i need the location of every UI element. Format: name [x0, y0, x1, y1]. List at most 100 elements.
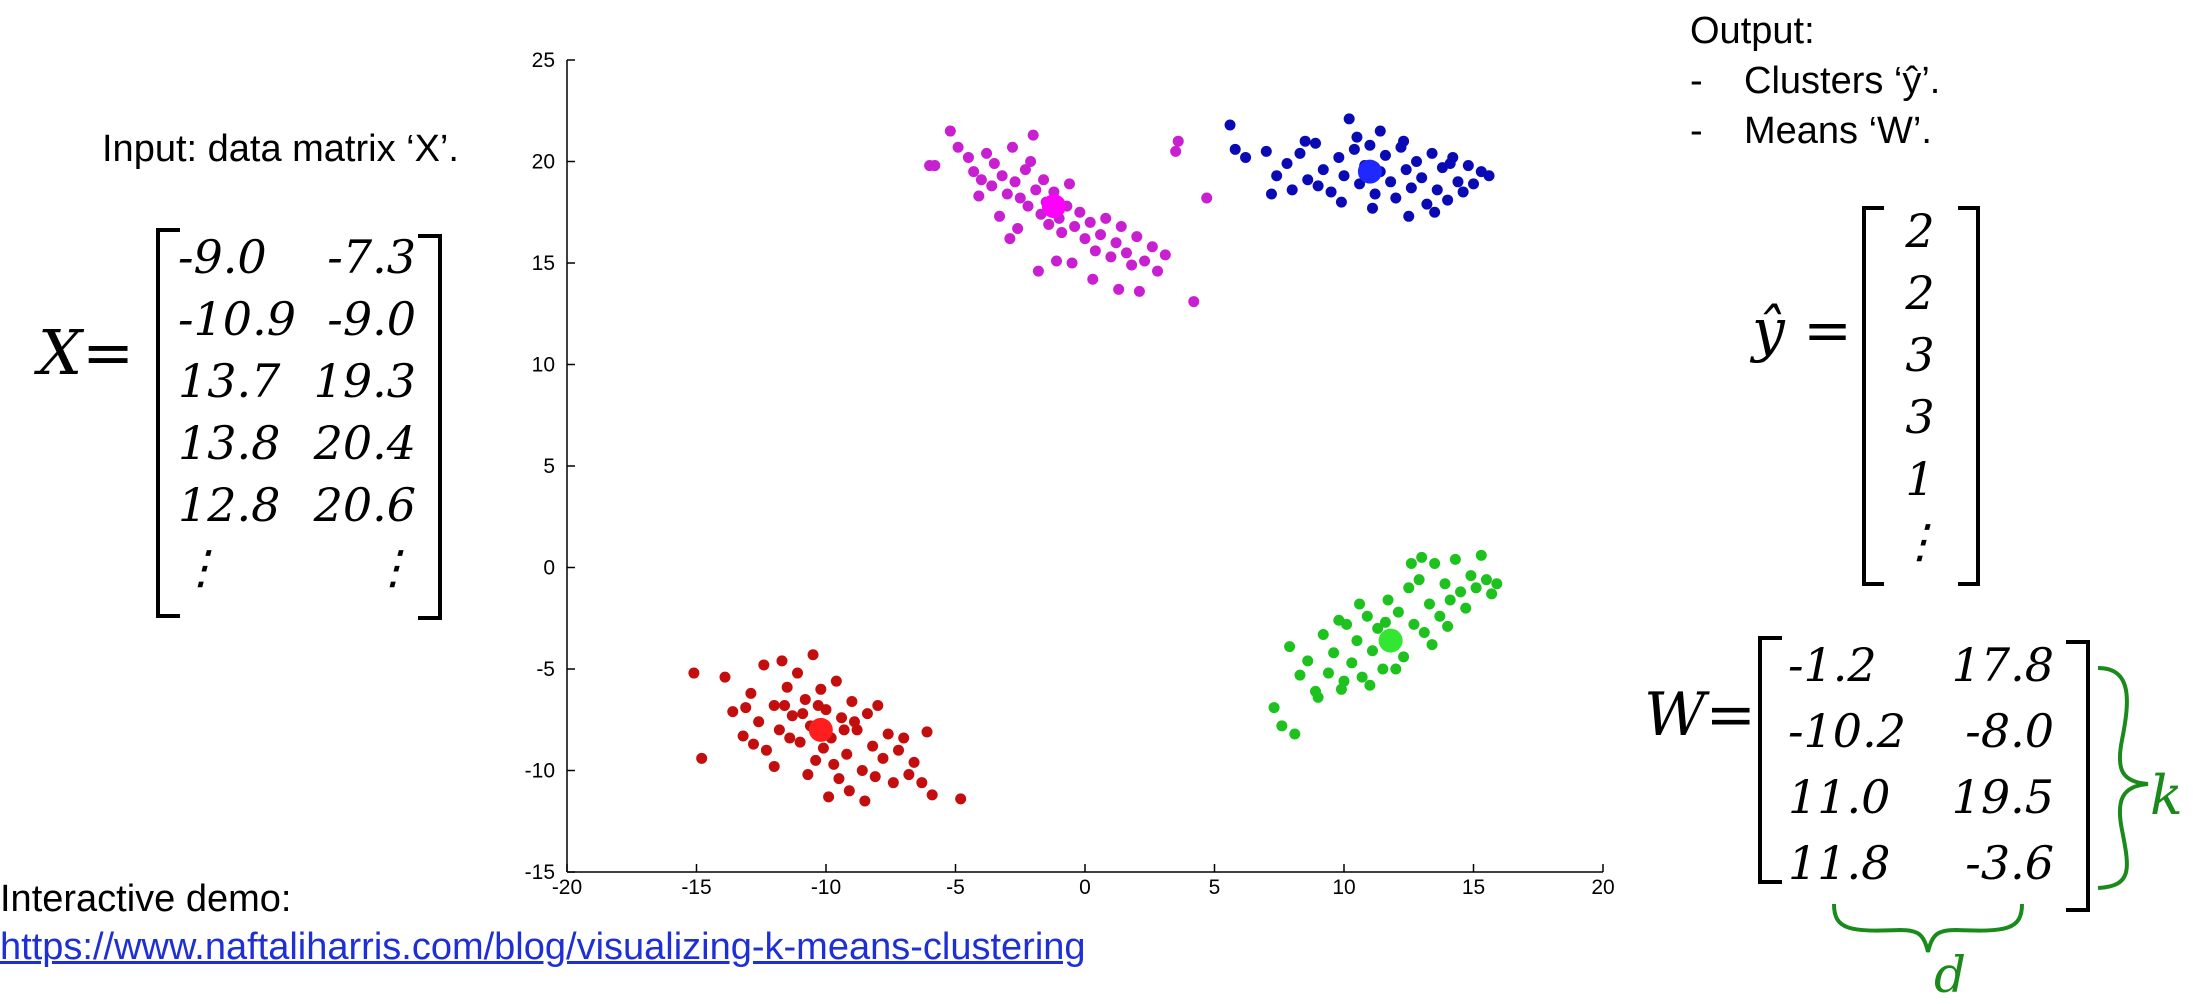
data-point	[1038, 174, 1050, 186]
data-point	[784, 732, 796, 744]
data-point	[1087, 273, 1099, 285]
data-point	[797, 708, 809, 720]
data-point	[830, 675, 842, 687]
data-point	[1429, 206, 1441, 218]
x-tick-label: -15	[681, 876, 711, 899]
data-point	[786, 710, 798, 722]
data-point	[1351, 635, 1363, 647]
data-point	[1444, 594, 1456, 606]
data-point	[1457, 186, 1469, 198]
k-brace	[2097, 666, 2149, 890]
x-matrix-cell: 12.8	[178, 478, 281, 532]
data-point	[1413, 574, 1425, 586]
data-point	[1491, 578, 1503, 590]
data-point	[1418, 626, 1430, 638]
data-point	[848, 716, 860, 728]
data-point	[1110, 237, 1122, 249]
cluster-centroid	[1357, 159, 1382, 184]
data-point	[1032, 265, 1044, 277]
data-point	[1126, 259, 1138, 271]
y-vector-lhs: ŷ =	[1752, 296, 1852, 364]
data-point	[1429, 557, 1441, 569]
data-point	[1444, 158, 1456, 170]
data-point	[823, 791, 835, 803]
data-point	[1172, 135, 1184, 147]
x-matrix-row: -9.0 -7.3	[172, 226, 422, 288]
data-point	[1079, 233, 1091, 245]
data-point	[1364, 679, 1376, 691]
data-point	[952, 141, 964, 153]
data-point	[696, 752, 708, 764]
x-matrix-row: 13.8 20.4	[172, 412, 422, 474]
data-point	[1310, 137, 1322, 149]
y-tick-label: 20	[532, 151, 555, 174]
data-point	[1312, 180, 1324, 192]
data-point	[1470, 582, 1482, 594]
x-matrix-row: 12.8 20.6	[172, 474, 422, 536]
x-matrix-cell: 20.4	[313, 416, 416, 470]
data-point	[838, 724, 850, 736]
data-point	[802, 769, 814, 781]
w-matrix-row: -10.2 -8.0	[1776, 698, 2066, 764]
cluster-centroid	[808, 717, 833, 742]
data-point	[1382, 594, 1394, 606]
data-point	[1354, 598, 1366, 610]
bullet-dash: -	[1690, 60, 1703, 102]
bullet-dash: -	[1690, 110, 1703, 152]
data-point	[776, 655, 788, 667]
data-point	[1043, 218, 1055, 230]
data-point	[1146, 241, 1158, 253]
x-matrix-row: ⋮ ⋮	[172, 536, 422, 598]
w-matrix-row: 11.8 -3.6	[1776, 830, 2066, 896]
data-point	[1095, 229, 1107, 241]
data-point	[760, 744, 772, 756]
y-tick-label: 0	[543, 557, 555, 580]
w-matrix-lhs: W=	[1644, 680, 1756, 750]
data-point	[916, 777, 928, 789]
demo-link[interactable]: https://www.naftaliharris.com/blog/visua…	[0, 926, 1086, 968]
w-matrix-cell: 11.8	[1788, 836, 1891, 890]
data-point	[968, 166, 980, 178]
data-point	[1385, 176, 1397, 188]
data-point	[1333, 614, 1345, 626]
data-point	[1452, 176, 1464, 188]
data-point	[1416, 172, 1428, 184]
data-point	[986, 180, 998, 192]
data-point	[1281, 158, 1293, 170]
w-matrix-row: 11.0 19.5	[1776, 764, 2066, 830]
w-matrix-cell: -10.2	[1788, 704, 1906, 758]
data-point	[898, 732, 910, 744]
data-point	[1483, 170, 1495, 182]
data-point	[1421, 198, 1433, 210]
data-point	[1423, 598, 1435, 610]
data-point	[1480, 574, 1492, 586]
data-point	[856, 765, 868, 776]
data-point	[1240, 151, 1252, 163]
y-vector-cell: 1	[1905, 452, 1935, 506]
cluster-centroid	[1041, 194, 1066, 219]
w-matrix-cell: 19.5	[1951, 770, 2054, 824]
data-point	[794, 736, 806, 748]
x-matrix-row: -10.9 -9.0	[172, 288, 422, 350]
x-matrix-cell: 13.7	[178, 354, 281, 408]
data-point	[1133, 285, 1145, 297]
data-point	[846, 695, 858, 707]
data-point	[1089, 245, 1101, 257]
x-matrix-lhs: X=	[38, 316, 135, 389]
data-point	[893, 744, 905, 756]
y-vector-cell: 3	[1905, 390, 1935, 444]
data-point	[727, 706, 739, 718]
data-point	[1335, 196, 1347, 208]
y-vector-right-bracket	[1958, 206, 1980, 586]
data-point	[792, 667, 804, 679]
output-bullet-2: - Means ‘W’.	[1690, 110, 1932, 153]
y-tick-label: 15	[532, 252, 555, 275]
data-point	[753, 716, 765, 728]
data-point	[1390, 192, 1402, 204]
data-point	[924, 160, 936, 172]
data-point	[1462, 160, 1474, 172]
data-point	[1268, 702, 1280, 714]
data-point	[921, 726, 933, 738]
data-point	[815, 683, 827, 695]
